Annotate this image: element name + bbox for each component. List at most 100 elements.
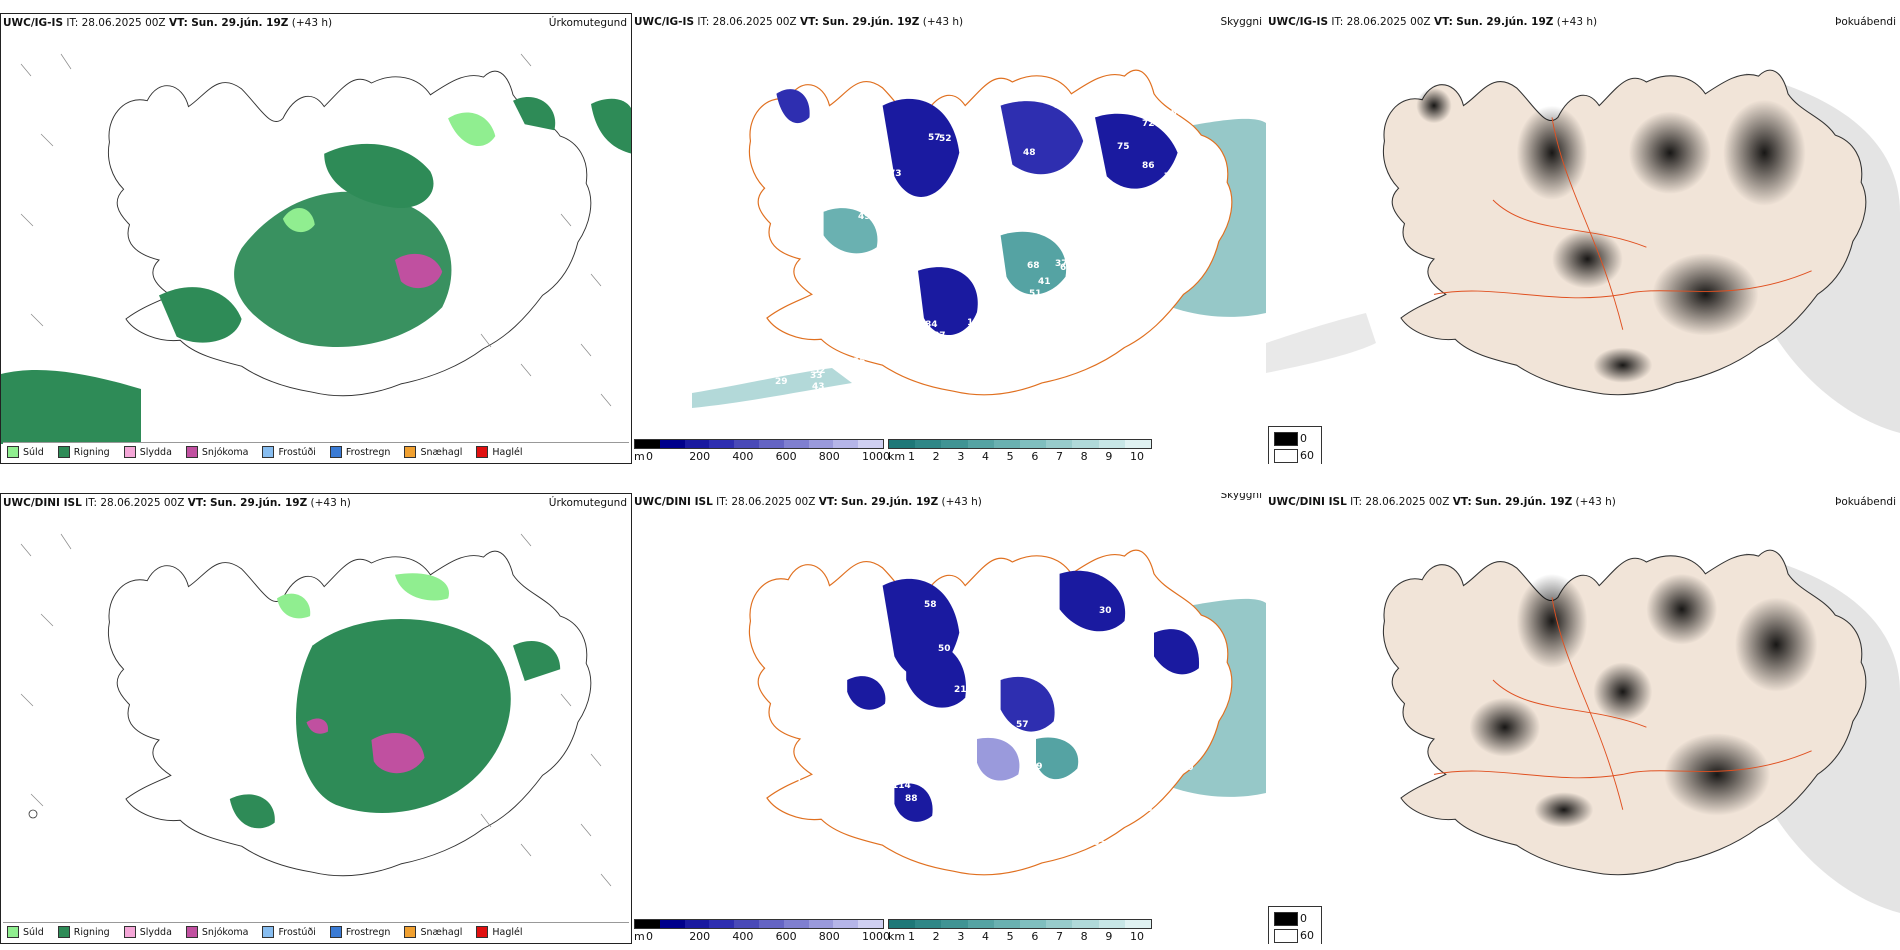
legend-label: Snjókoma (201, 926, 249, 938)
cloud-base-label: 58 (924, 600, 937, 610)
colorbar-segment (1124, 920, 1152, 928)
colorbar-tick: 800 (818, 930, 840, 943)
colorbar-segment (783, 920, 809, 928)
cloud-base-label: 39 (985, 636, 998, 646)
legend-item: Súld (7, 926, 44, 938)
fog-scale: 0 60 (1268, 906, 1322, 944)
colorbar-segment (889, 440, 916, 448)
cloud-base-label: 57 (928, 133, 941, 143)
colorbar-segment (1098, 920, 1125, 928)
legend-swatch (185, 926, 198, 938)
cloud-base-label: 114 (892, 781, 911, 791)
legend-swatch (57, 446, 70, 458)
legend-label: Frostúði (278, 446, 316, 458)
legend-label: Frostregn (345, 926, 391, 938)
legend-swatch (404, 926, 417, 938)
legend-label: Frostúði (278, 926, 316, 938)
legend-item: Haglél (476, 926, 523, 938)
legend-label: Súld (23, 926, 44, 938)
colorbar-segment (833, 440, 859, 448)
cloud-base-label: 74 (841, 335, 854, 345)
cloud-base-label: 38 (1114, 746, 1127, 756)
cloud-base-label: 62 (930, 197, 943, 207)
colorbar-segment (1020, 920, 1047, 928)
colorbar-segment (659, 440, 685, 448)
legend-label: Snæhagl (420, 446, 463, 458)
cloud-base-label: 43 (812, 382, 825, 392)
cloud-base-label: 124 (967, 318, 986, 328)
colorbar-segment (1072, 440, 1099, 448)
cloud-base-label: 93 (988, 206, 1001, 216)
cloud-base-label: 72 (1142, 119, 1155, 129)
cloudbase-panel-row2: UWC/DINI ISL IT: 28.06.2025 00Z VT: Sun.… (632, 493, 1266, 944)
cloud-base-label: 56 (974, 378, 987, 388)
legend-item: Snjókoma (185, 926, 249, 938)
legend-label: Haglél (492, 926, 523, 938)
cloud-base-label: 69 (1053, 101, 1066, 111)
cloud-base-label: 52 (813, 366, 826, 376)
cloud-base-label: 73 (889, 169, 902, 179)
cloud-base-label: 72 (1164, 172, 1177, 182)
cloud-base-label: 57 (806, 300, 819, 310)
legend-swatch (262, 446, 275, 458)
panel-title: UWC/IG-IS IT: 28.06.2025 00Z VT: Sun. 29… (634, 16, 964, 28)
cloud-base-label: 97 (1171, 108, 1184, 118)
cloud-base-label: 89 (816, 702, 829, 712)
cloud-base-label: 44 (1132, 605, 1145, 615)
cloud-base-label: 57 (1016, 720, 1029, 730)
cloud-base-label: 33 (810, 371, 823, 381)
cloud-base-label: 312 (1095, 106, 1114, 116)
cloud-base-label: 57 (831, 728, 844, 738)
cloud-base-label: 50 (938, 644, 951, 654)
precip-legend: Súld Rigning Slydda Snjókoma Frostúði Frostre… (3, 922, 629, 941)
colorbar-tick: 1000 (862, 450, 890, 463)
cloud-base-label: 37 (1055, 259, 1068, 269)
cloud-base-label: 38 (1134, 729, 1147, 739)
colorbar-tick: 8 (1080, 930, 1088, 943)
colorbar-tick: 600 (775, 930, 797, 943)
legend-item: Snjókoma (185, 446, 249, 458)
cloud-base-label: 21 (954, 685, 967, 695)
cloud-base-label: 42 (1073, 103, 1086, 113)
legend-label: Snjókoma (201, 446, 249, 458)
cloud-base-label: 40 (981, 703, 994, 713)
cloud-base-label: 80 (1181, 763, 1194, 773)
legend-swatch (476, 926, 489, 938)
cloudbase-colorbar: m 0 200 400 600 800 1000 (634, 437, 890, 463)
cloud-base-label: 73 (798, 130, 811, 140)
cloud-base-label: 65 (792, 198, 805, 208)
colorbar-tick: 3 (957, 450, 965, 463)
legend-swatch (476, 446, 489, 458)
colorbar-segment (635, 920, 660, 928)
colorbar-segment (941, 440, 968, 448)
legend-item: Súld (7, 446, 44, 458)
cloud-base-label: 55 (853, 357, 866, 367)
legend-label: Haglél (492, 446, 523, 458)
cloud-base-label: 356 (948, 77, 967, 87)
cloud-base-label: 57 (808, 829, 821, 839)
cloud-base-label: 74 (1047, 636, 1060, 646)
cloud-base-label: 41 (1038, 277, 1051, 287)
cloud-base-label: 74 (877, 171, 890, 181)
cloud-base-label: 85 (855, 737, 868, 747)
colorbar-tick: 10 (1130, 930, 1144, 943)
colorbar-tick: 200 (689, 450, 711, 463)
colorbar-segment (993, 920, 1021, 928)
legend-item: Frostregn (329, 926, 391, 938)
colorbar-segment (1020, 440, 1047, 448)
cloud-base-label: 56 (994, 185, 1007, 195)
colorbar-segment (734, 440, 759, 448)
legend-item: Slydda (123, 926, 172, 938)
colorbar-tick: 400 (732, 450, 754, 463)
colorbar-tick: 6 (1031, 450, 1039, 463)
cloud-base-label: 64 (1181, 188, 1194, 198)
legend-label: Slydda (139, 446, 172, 458)
colorbar-tick: 7 (1056, 450, 1063, 463)
cloud-base-label: 55 (1021, 760, 1034, 770)
cloud-base-label: 181 (1144, 715, 1163, 725)
legend-label: Súld (23, 446, 44, 458)
colorbar-segment (758, 440, 784, 448)
legend-swatch (185, 446, 198, 458)
cloud-base-label: 53 (971, 163, 984, 173)
legend-swatch (7, 926, 19, 938)
